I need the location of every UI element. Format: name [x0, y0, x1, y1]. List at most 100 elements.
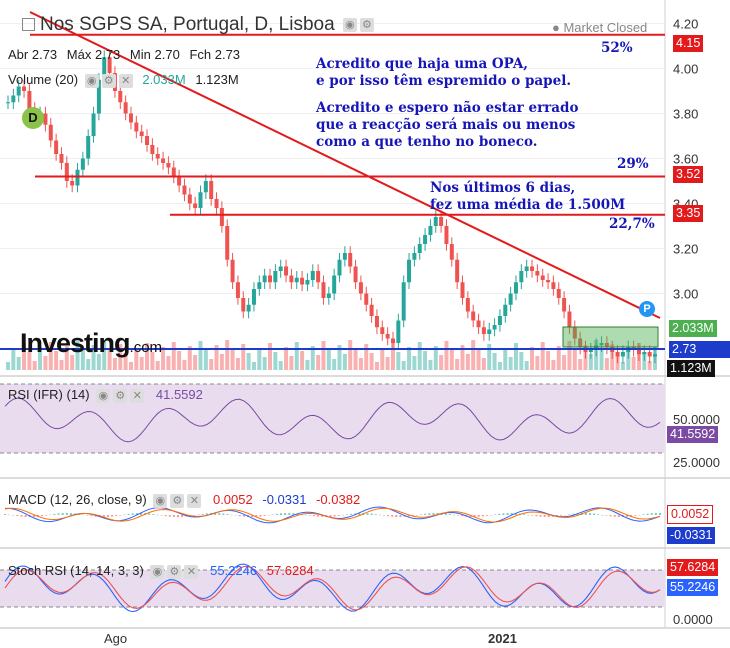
macd-hist-bar — [391, 515, 394, 517]
gear-icon[interactable]: ⚙ — [113, 388, 128, 403]
eye-icon[interactable]: ◉ — [150, 564, 165, 579]
macd-hist-bar — [646, 513, 649, 515]
rsi-legend: RSI (IFR) (14) ◉ ⚙ ✕ 41.5592 — [8, 387, 203, 403]
macd-hist-bar — [32, 515, 35, 517]
volume-bar — [22, 343, 27, 370]
stoch-legend: Stoch RSI (14, 14, 3, 3) ◉ ⚙ ✕ 55.2246 57.… — [8, 563, 314, 579]
macd-hist-bar — [407, 515, 410, 517]
volume-bar — [321, 341, 326, 370]
close-icon[interactable]: ✕ — [130, 388, 145, 403]
volume-ma-value: 1.123M — [195, 72, 239, 87]
volume-bar — [171, 342, 176, 370]
macd-hist-bar — [49, 514, 52, 516]
macd-hist-bar — [111, 515, 114, 517]
candle-body — [572, 327, 577, 339]
tag-4-15: 4.15 — [673, 35, 704, 52]
candle-body — [16, 86, 21, 96]
candle-body — [599, 343, 604, 346]
volume-bar — [305, 360, 310, 370]
candle-body — [294, 277, 299, 283]
macd-hist-bar — [288, 512, 291, 515]
candle-body — [412, 253, 417, 260]
y-tick-label: 3.00 — [673, 287, 698, 302]
rsi-tick-50: 50.0000 — [673, 412, 720, 427]
candle-body — [471, 311, 476, 321]
candle-body — [257, 282, 262, 289]
market-status: ● Market Closed — [552, 20, 648, 35]
macd-hist-bar — [506, 512, 509, 515]
macd-hist-bar — [485, 515, 488, 516]
open-value: 2.73 — [31, 47, 58, 62]
volume-bar — [123, 353, 128, 370]
macd-hist-bar — [234, 515, 237, 516]
macd-hist-bar — [601, 514, 604, 516]
eye-icon[interactable]: ◉ — [153, 493, 168, 508]
volume-bar — [96, 354, 101, 370]
close-icon[interactable]: ✕ — [187, 493, 202, 508]
rsi-line — [4, 397, 661, 443]
macd-hist-bar — [539, 515, 542, 517]
candles — [6, 50, 657, 364]
volume-bar — [139, 357, 144, 370]
ohlc-readout: Abr 2.73 Máx 2.73 Min 2.70 Fch 2.73 — [8, 47, 246, 62]
close-value: 2.73 — [214, 47, 241, 62]
candle-body — [150, 145, 155, 154]
candle-body — [6, 102, 10, 104]
y-tick-label: 4.00 — [673, 62, 698, 77]
macd-hist-bar — [20, 515, 23, 517]
volume-bar — [439, 355, 444, 370]
candle-body — [433, 217, 438, 226]
candle-body — [380, 327, 385, 334]
volume-bar — [241, 344, 246, 370]
volume-bar — [337, 345, 342, 370]
candle-body — [22, 86, 27, 91]
gear-icon[interactable]: ⚙ — [170, 493, 185, 508]
volume-bar — [342, 354, 347, 370]
candle-body — [316, 271, 321, 283]
candle-body — [102, 57, 107, 80]
p-badge[interactable]: P — [639, 301, 655, 317]
macd-hist-bar — [292, 513, 295, 515]
macd-hist-bar — [86, 515, 89, 516]
macd-hist-bar — [498, 513, 501, 515]
macd-hist-bar — [337, 515, 340, 516]
volume-bar — [487, 344, 492, 370]
macd-hist-bar — [238, 515, 241, 517]
macd-hist-bar — [415, 515, 418, 516]
eye-icon[interactable]: ◉ — [342, 17, 357, 32]
candle-body — [396, 320, 401, 343]
eye-icon[interactable]: ◉ — [96, 388, 111, 403]
volume-bar — [70, 355, 75, 370]
volume-bar — [407, 347, 412, 370]
volume-bar — [80, 350, 85, 370]
macd-hist-bar — [387, 515, 390, 517]
annotation-reaction: Acredito e espero não estar errado que a… — [316, 100, 579, 151]
macd-hist-bar — [242, 515, 245, 517]
volume-bar — [235, 358, 240, 370]
eye-icon[interactable]: ◉ — [84, 73, 99, 88]
y-axis-ticks: 4.204.003.803.603.403.203.00 — [673, 17, 698, 302]
macd-hist-bar — [321, 515, 324, 518]
macd-hist-bar — [568, 514, 571, 515]
close-icon[interactable]: ✕ — [184, 564, 199, 579]
collapse-icon[interactable] — [22, 18, 35, 32]
macd-hist-bar — [473, 515, 476, 518]
macd-hist-bar — [222, 513, 225, 515]
volume-bar — [16, 357, 21, 370]
gear-icon[interactable]: ⚙ — [167, 564, 182, 579]
volume-bar — [193, 355, 198, 370]
dividend-badge[interactable]: D — [22, 107, 44, 129]
gear-icon[interactable]: ⚙ — [101, 73, 116, 88]
gear-icon[interactable]: ⚙ — [359, 17, 374, 32]
macd-hist-bar — [510, 512, 513, 515]
volume-bar — [284, 347, 289, 370]
close-icon[interactable]: ✕ — [118, 73, 133, 88]
macd-hist-bar — [354, 513, 357, 515]
macd-hist-bar — [374, 514, 377, 515]
candle-body — [460, 282, 465, 298]
volume-bar — [471, 340, 476, 370]
volume-bar — [316, 355, 321, 370]
volume-bar — [43, 356, 48, 370]
volume-bar — [86, 359, 91, 370]
volume-bar — [492, 353, 497, 370]
